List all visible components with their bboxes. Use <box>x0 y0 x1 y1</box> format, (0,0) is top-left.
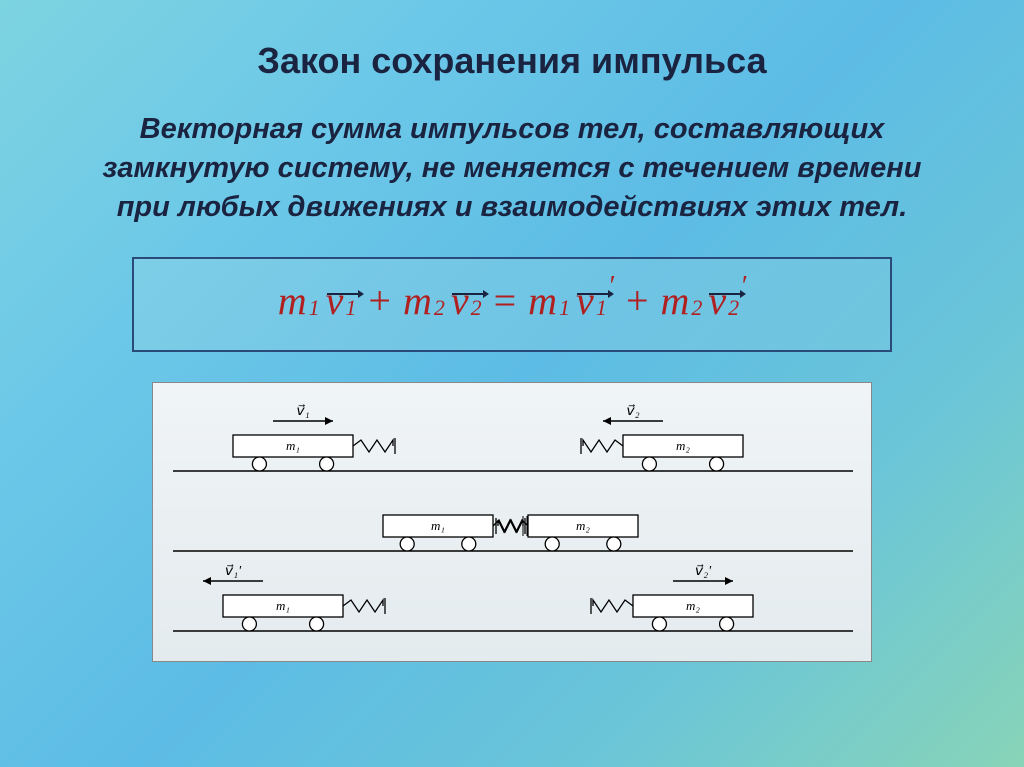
svg-text:v⃗₁': v⃗₁' <box>225 564 242 579</box>
svg-text:m₁: m₁ <box>286 438 300 453</box>
law-definition: Векторная сумма импульсов тел, составляю… <box>50 110 974 227</box>
conservation-formula: m1 v 1 + m2 v 2 = m1 v 1′ + m2 v 2′ <box>154 277 870 324</box>
svg-text:v⃗₂: v⃗₂ <box>626 404 639 419</box>
carts-diagram: m₁ v⃗₁ m₂ v⃗₂ m₁ m₂ m₁ v⃗₁' m₂ v⃗₂' <box>152 382 872 662</box>
page-title: Закон сохранения импульса <box>50 40 974 82</box>
svg-text:m₂: m₂ <box>686 598 700 613</box>
svg-text:v⃗₁: v⃗₁ <box>296 404 309 419</box>
svg-text:m₂: m₂ <box>576 518 590 533</box>
svg-text:m₁: m₁ <box>431 518 445 533</box>
formula-box: m1 v 1 + m2 v 2 = m1 v 1′ + m2 v 2′ <box>132 257 892 352</box>
svg-text:v⃗₂': v⃗₂' <box>695 564 712 579</box>
svg-text:m₂: m₂ <box>676 438 690 453</box>
svg-text:m₁: m₁ <box>276 598 290 613</box>
